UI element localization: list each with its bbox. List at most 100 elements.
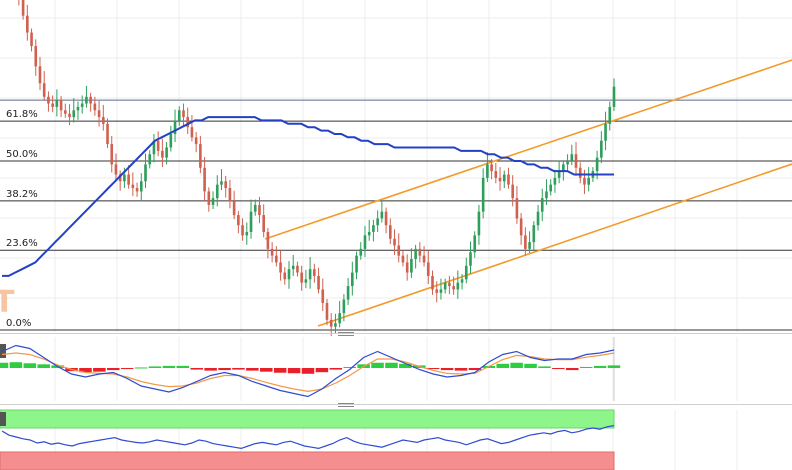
candle-body	[329, 319, 333, 327]
candle	[291, 254, 295, 276]
histogram-bar	[260, 368, 273, 372]
candle-body	[258, 204, 261, 216]
oscillator-main-line	[1, 344, 615, 398]
candle-body	[536, 211, 540, 226]
candle	[101, 104, 105, 131]
histogram-bar	[315, 368, 329, 373]
candle	[262, 204, 265, 238]
candle-body	[275, 255, 278, 263]
candle	[270, 242, 274, 263]
histogram-bar	[9, 362, 23, 368]
candle	[173, 109, 177, 143]
candle-body	[224, 181, 228, 189]
candle	[139, 173, 143, 201]
candle	[283, 267, 287, 285]
candle-body	[367, 231, 371, 236]
candle	[144, 153, 147, 189]
candle	[190, 115, 194, 142]
histogram-bar	[120, 368, 134, 370]
candle-body	[148, 154, 152, 165]
candle	[405, 254, 409, 281]
candle-body	[578, 167, 582, 178]
candle	[47, 91, 50, 112]
candle	[587, 167, 590, 192]
candle	[604, 111, 607, 151]
panel-divider-handle[interactable]	[0, 332, 792, 336]
candle-body	[182, 110, 185, 118]
histogram-bar	[301, 368, 315, 374]
candle	[18, 0, 20, 6]
candle-body	[351, 272, 354, 287]
candle-body	[177, 110, 181, 121]
candle	[279, 250, 282, 281]
candle-body	[528, 242, 531, 249]
candle-body	[587, 177, 590, 185]
candle	[152, 133, 156, 163]
candle	[486, 152, 489, 182]
candle-body	[346, 286, 350, 300]
rsi-handle[interactable]	[0, 412, 6, 426]
candle	[338, 300, 341, 328]
candle	[410, 248, 413, 278]
candle-body	[59, 100, 63, 111]
candle	[515, 186, 519, 224]
candle-body	[388, 225, 392, 239]
candle-body	[604, 123, 607, 141]
candle-body	[414, 248, 417, 260]
candle-body	[139, 181, 143, 192]
candle-body	[190, 127, 194, 138]
candle	[566, 154, 569, 172]
candle-body	[443, 282, 447, 290]
candle-body	[97, 110, 101, 118]
histogram-bar	[343, 366, 356, 368]
candle-body	[110, 144, 114, 165]
candle	[456, 270, 460, 299]
candle	[241, 218, 244, 241]
panel-divider-handle[interactable]	[0, 403, 792, 407]
candle	[207, 187, 211, 212]
candle	[21, 0, 25, 20]
candle	[498, 167, 502, 191]
candle-body	[203, 167, 206, 192]
candle-body	[106, 123, 109, 145]
candle-body	[511, 184, 515, 199]
candle	[431, 270, 434, 295]
candle-body	[342, 299, 346, 314]
candle-body	[426, 262, 430, 276]
candle-body	[241, 225, 244, 236]
candle-body	[253, 204, 257, 212]
candle-body	[101, 117, 105, 124]
candle	[64, 103, 67, 118]
candle-body	[89, 96, 92, 104]
candle	[148, 150, 152, 169]
candle-body	[317, 275, 320, 290]
candle-body	[291, 265, 295, 270]
candle	[380, 200, 384, 223]
candle-body	[422, 255, 426, 263]
candle-body	[144, 164, 147, 182]
candle-body	[405, 262, 409, 273]
candle-body	[127, 174, 130, 185]
candle	[574, 142, 578, 176]
candle	[275, 246, 278, 267]
candle-body	[165, 147, 168, 158]
candle	[114, 153, 118, 180]
candle-body	[118, 174, 122, 182]
candle	[106, 118, 109, 149]
candle	[26, 4, 29, 41]
candle-body	[325, 302, 329, 320]
candle-body	[583, 177, 586, 185]
candle	[372, 219, 375, 242]
candle-body	[283, 272, 287, 280]
candle	[224, 175, 228, 198]
candle	[215, 175, 219, 207]
histogram-bar	[454, 368, 468, 371]
candle-body	[452, 286, 455, 290]
candle-body	[262, 215, 265, 232]
candle-body	[562, 164, 565, 172]
candle-body	[21, 0, 25, 16]
candle	[519, 213, 523, 245]
candle-body	[93, 103, 97, 111]
oscillator-grid	[54, 337, 738, 401]
histogram-bar	[0, 362, 9, 368]
